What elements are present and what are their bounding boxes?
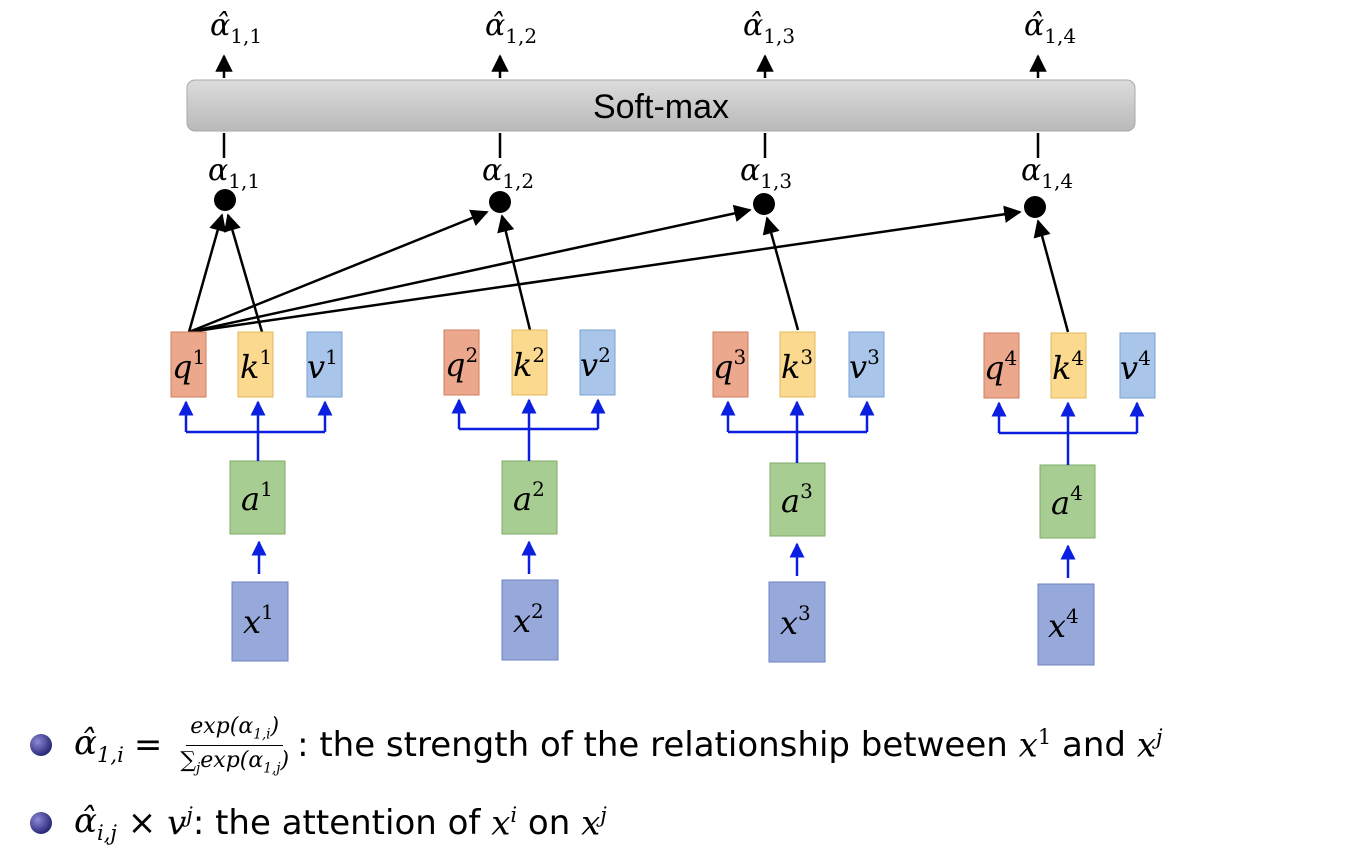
blue-arrows-4 [991, 401, 1145, 578]
blue-arrows-3 [720, 400, 875, 576]
k-label-4: k4 [1052, 346, 1084, 387]
x-label-1: x1 [243, 600, 274, 641]
dot-node-4 [1024, 196, 1046, 218]
bullet-list: α̂1,i = exp(α1,i) ∑jexp(α1,j) : the stre… [30, 714, 1350, 853]
softmax-fraction: exp(α1,i) ∑jexp(α1,j) [176, 714, 293, 776]
v-label-4: v4 [1120, 346, 1151, 387]
x-label-2: x2 [513, 599, 544, 640]
attention-score-arrows [187, 204, 1070, 334]
v-j-symbol: vj [167, 802, 193, 844]
k-box-2 [511, 329, 548, 396]
k-label-3: k3 [781, 345, 813, 386]
q-label-1: q1 [172, 345, 205, 386]
k-box-1 [237, 331, 274, 398]
v-box-4 [1119, 332, 1156, 399]
column-2: q2 k2 v2 a2 x2 [443, 329, 616, 661]
k-box-4 [1050, 332, 1087, 399]
x-label-4: x4 [1048, 604, 1079, 645]
q-label-2: q2 [445, 343, 478, 384]
alpha-1-1: α1,1 [208, 153, 260, 193]
v-box-3 [848, 331, 885, 398]
column-3: q3 k3 v3 a3 x3 [712, 331, 885, 663]
column-4: q4 k4 v4 a4 x4 [983, 332, 1156, 666]
bullet-item-2: α̂i,j × vj : the attention of xi on xj [30, 793, 1350, 853]
dot-node-2 [489, 191, 511, 213]
alpha-1-2: α1,2 [482, 153, 534, 193]
alpha-hat-1-i: α̂1,i [74, 723, 124, 767]
a-box-1 [229, 460, 286, 535]
a-box-3 [769, 462, 826, 537]
dot-node-1 [214, 189, 236, 211]
output-arrows [215, 54, 1047, 78]
equals-sign: = [133, 725, 163, 765]
column-1: q1 k1 v1 a1 x1 [170, 331, 343, 662]
x-i-symbol: xi [491, 802, 518, 844]
v-box-2 [579, 329, 616, 396]
a-label-4: a4 [1051, 481, 1083, 522]
dot-node-3 [753, 193, 775, 215]
a-label-3: a3 [781, 479, 813, 520]
q-box-1 [170, 331, 207, 398]
x-box-1 [231, 581, 289, 662]
bullet-1-and: and [1051, 725, 1137, 765]
softmax-label: Soft-max [593, 88, 729, 126]
k-label-2: k2 [513, 343, 545, 384]
q-box-4 [983, 332, 1020, 399]
a-box-2 [501, 460, 558, 535]
bullet-2-on: on [517, 803, 582, 843]
alpha-to-softmax-lines [222, 133, 1040, 158]
alpha-hat-1-2: α̂1,2 [485, 8, 537, 48]
q-label-4: q4 [984, 346, 1017, 387]
k-box-3 [779, 331, 816, 398]
alpha-labels: α1,1 α1,2 α1,3 α1,4 [208, 153, 1073, 193]
times-sign: × [116, 803, 168, 843]
a-label-1: a1 [241, 477, 273, 518]
softmax-layer: Soft-max [186, 79, 1136, 132]
bullet-2-text: : the attention of [192, 803, 492, 843]
a-label-2: a2 [513, 477, 545, 518]
alpha-1-4: α1,4 [1021, 153, 1073, 193]
alpha-hat-1-3: α̂1,3 [743, 8, 795, 48]
alpha-hat-i-j: α̂i,j [74, 801, 117, 845]
q-label-3: q3 [713, 345, 746, 386]
v-label-2: v2 [580, 343, 611, 384]
k-label-1: k1 [240, 345, 272, 386]
blue-arrows-1 [178, 400, 333, 574]
x-1-symbol: x1 [1018, 724, 1052, 766]
x-j-symbol-2: xj [581, 802, 607, 844]
bullet-item-1: α̂1,i = exp(α1,i) ∑jexp(α1,j) : the stre… [30, 714, 1350, 776]
q-box-3 [712, 331, 749, 398]
x-box-4 [1037, 583, 1095, 666]
bullet-dot-icon [30, 734, 52, 756]
alpha-1-3: α1,3 [740, 153, 792, 193]
x-box-3 [768, 581, 826, 663]
x-label-3: x3 [780, 601, 811, 642]
x-box-2 [501, 579, 559, 661]
dot-product-nodes [214, 189, 1046, 218]
bullet-1-text: : the strength of the relationship betwe… [297, 725, 1019, 765]
alpha-hat-labels: α̂1,1 α̂1,2 α̂1,3 α̂1,4 [210, 8, 1076, 48]
blue-arrows-2 [451, 398, 606, 574]
fraction-denominator: ∑jexp(α1,j) [180, 747, 290, 776]
v-label-1: v1 [307, 345, 338, 386]
alpha-hat-1-1: α̂1,1 [210, 8, 262, 48]
bullet-dot-icon [30, 812, 52, 834]
fraction-numerator: exp(α1,i) [186, 714, 284, 746]
x-j-symbol: xj [1136, 724, 1163, 766]
q-box-2 [443, 329, 480, 396]
v-label-3: v3 [849, 345, 880, 386]
v-box-1 [306, 331, 343, 398]
alpha-hat-1-4: α̂1,4 [1024, 8, 1076, 48]
